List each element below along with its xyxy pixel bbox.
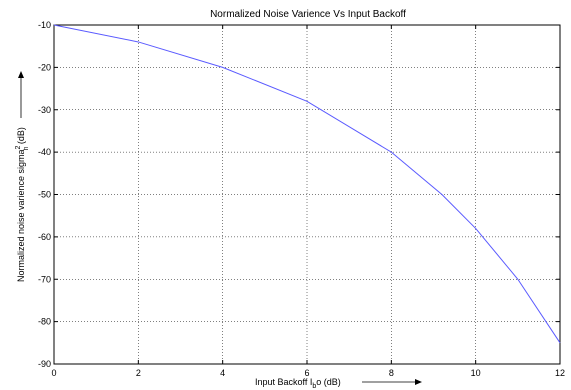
y-axis-label-group: Normalized noise varience sigma2n (dB): [15, 127, 30, 282]
x-tick-label: 10: [471, 368, 481, 378]
y-tick-label: -40: [38, 147, 51, 157]
x-tick-label: 0: [51, 368, 56, 378]
y-axis-label-superscript: 2: [15, 145, 22, 149]
x-axis-label-main: Input Backoff I: [255, 377, 312, 387]
x-axis-label-tail: o (dB): [316, 377, 341, 387]
y-axis-arrow: [18, 71, 24, 118]
y-axis-label-subscript: n: [23, 147, 30, 151]
grid: [54, 25, 560, 364]
y-tick-label: -30: [38, 105, 51, 115]
y-axis-label-main: Normalized noise varience sigma: [16, 149, 26, 282]
x-axis-label: Input Backoff Ibo (dB): [255, 377, 341, 390]
x-tick-label: 8: [389, 368, 394, 378]
x-tick-label: 4: [220, 368, 225, 378]
y-axis-label-tail: (dB): [16, 127, 26, 147]
x-tick-label: 2: [136, 368, 141, 378]
axis-ticks: 0 2 4 6 8 10 12 -10 -20 -30 -40 -50 -60 -70 -80 -90: [38, 20, 565, 378]
y-tick-label: -10: [38, 20, 51, 30]
x-tick-label: 12: [555, 368, 565, 378]
y-tick-label: -60: [38, 232, 51, 242]
chart-title: Normalized Noise Varience Vs Input Backo…: [210, 9, 406, 20]
series-line: [53, 24, 561, 344]
x-axis-arrow: [362, 379, 422, 385]
x-tick-label: 6: [304, 368, 309, 378]
y-tick-label: -50: [38, 190, 51, 200]
y-tick-label: -80: [38, 317, 51, 327]
series-layer: [53, 24, 561, 344]
y-axis-label: Normalized noise varience sigma2n (dB): [15, 127, 30, 282]
y-tick-label: -70: [38, 274, 51, 284]
y-tick-label: -90: [38, 359, 51, 369]
y-tick-label: -20: [38, 62, 51, 72]
x-axis-label-subscript: b: [312, 383, 316, 390]
